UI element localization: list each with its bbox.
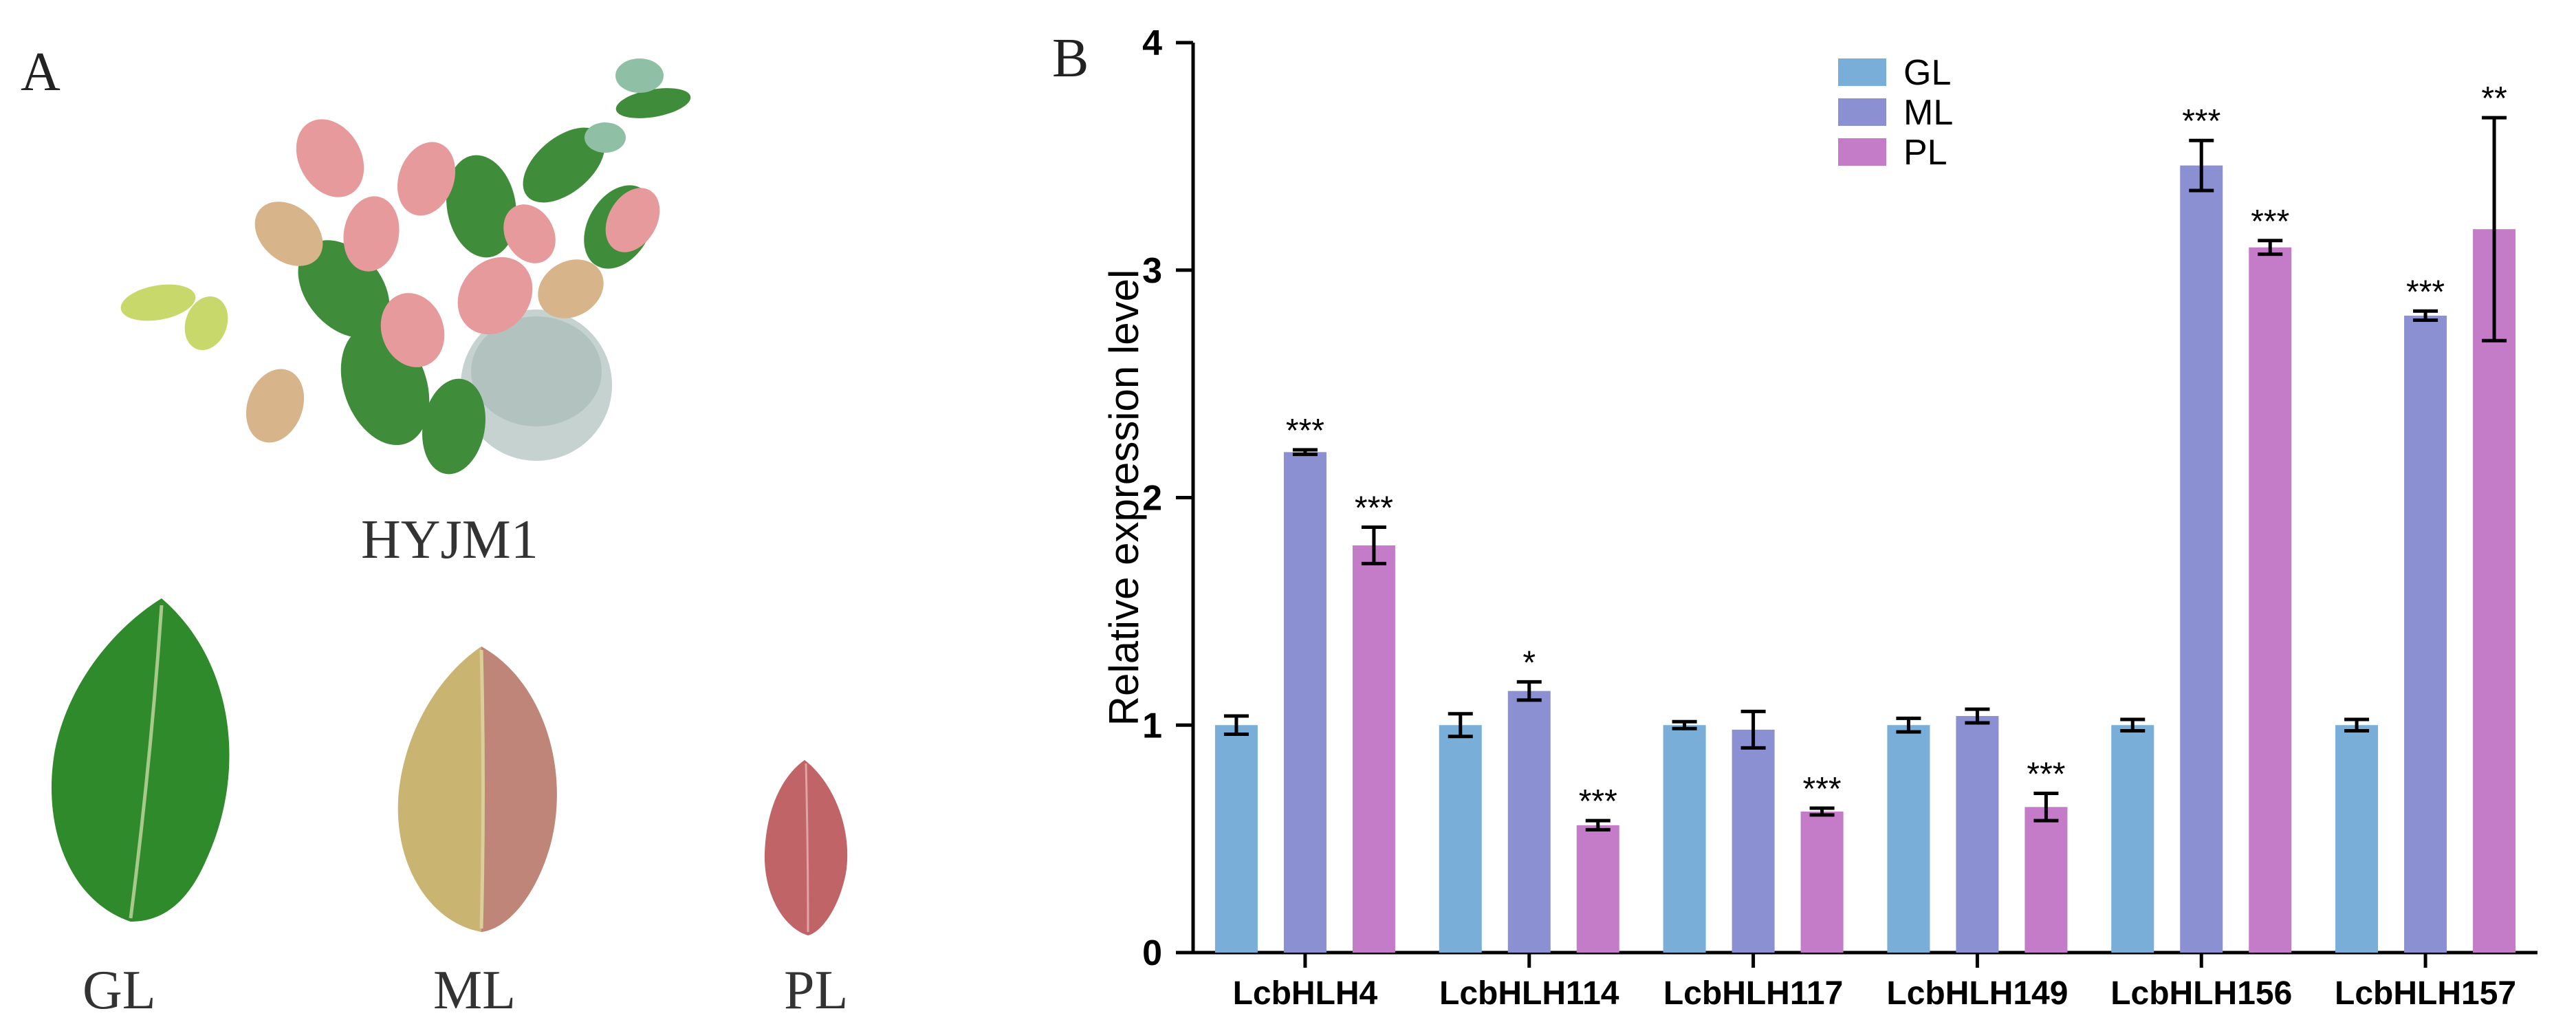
leaf-pl-caption: PL [784,960,849,1021]
leaf-pl-photo [764,760,848,935]
bar-pl [1352,545,1395,953]
bar-ml [1956,716,1999,953]
x-tick-label: LcbHLH157 [2335,975,2516,1012]
significance-label: *** [2027,756,2065,792]
legend-label-ml: ML [1903,93,1953,133]
bar-ml [1283,452,1327,953]
leaf-ml-caption: ML [433,960,516,1021]
bar-ml [2180,165,2223,953]
y-tick-label: 2 [1142,479,1162,519]
bar-gl [2111,725,2154,953]
x-tick-label: LcbHLH117 [1663,975,1843,1012]
bar-pl [2249,247,2292,953]
legend-label-gl: GL [1903,53,1951,93]
significance-label: *** [2251,204,2289,240]
bar-gl [1214,725,1258,953]
bar-gl [2335,725,2379,953]
y-tick-label: 0 [1142,933,1162,973]
legend-label-pl: PL [1903,133,1947,173]
bar-pl [2473,229,2516,953]
x-tick-label: LcbHLH4 [1233,975,1378,1012]
bar-ml [1507,691,1551,953]
x-tick-label: LcbHLH149 [1886,975,2068,1012]
bar-pl [1800,811,1844,953]
bar-ml [1732,729,1775,953]
y-tick-label: 1 [1142,706,1162,746]
x-tick-label: LcbHLH156 [2110,975,2292,1012]
bar-pl [1576,825,1619,953]
plant-photo [120,58,691,475]
significance-label: *** [1286,413,1324,449]
bar-gl [1887,725,1930,953]
significance-label: *** [1355,490,1393,526]
bar-ml [2404,315,2447,953]
x-tick-label: LcbHLH114 [1439,975,1619,1012]
y-axis-title: Relative expression level [1101,270,1147,726]
significance-label: *** [2406,274,2445,310]
significance-label: * [1522,644,1536,681]
plant-caption: HYJM1 [361,510,538,570]
leaf-gl-photo [51,598,230,922]
panel-label-a: A [21,42,61,102]
bar-pl [2024,807,2068,953]
significance-label: *** [1579,783,1617,820]
bar-gl [1663,725,1706,953]
significance-label: *** [2182,103,2220,140]
legend-swatch-ml [1838,98,1886,126]
leaf-gl-caption: GL [83,960,156,1021]
bar-gl [1439,725,1482,953]
y-tick-label: 3 [1142,251,1162,291]
panel-label-b: B [1052,28,1089,89]
y-tick-label: 4 [1142,23,1162,63]
legend-swatch-pl [1838,138,1886,166]
significance-label: *** [1803,771,1842,807]
photo-panel [51,58,848,935]
significance-label: ** [2481,80,2507,117]
leaf-ml-photo [397,647,557,932]
legend-swatch-gl [1838,58,1886,86]
